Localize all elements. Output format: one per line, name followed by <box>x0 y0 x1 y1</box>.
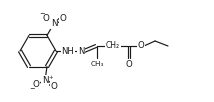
Text: O: O <box>138 42 144 50</box>
Text: −: − <box>29 86 35 92</box>
Text: N: N <box>78 47 84 55</box>
Text: NH: NH <box>62 47 74 55</box>
Text: O: O <box>126 60 132 69</box>
Text: +: + <box>48 75 53 80</box>
Text: O: O <box>51 82 57 91</box>
Text: O: O <box>43 14 49 23</box>
Text: CH₃: CH₃ <box>90 61 104 67</box>
Text: N: N <box>51 19 57 28</box>
Text: CH₂: CH₂ <box>106 42 120 50</box>
Text: O: O <box>59 14 66 23</box>
Text: O: O <box>33 80 39 89</box>
Text: −: − <box>40 11 45 17</box>
Text: N: N <box>42 76 48 85</box>
Text: +: + <box>57 17 62 22</box>
